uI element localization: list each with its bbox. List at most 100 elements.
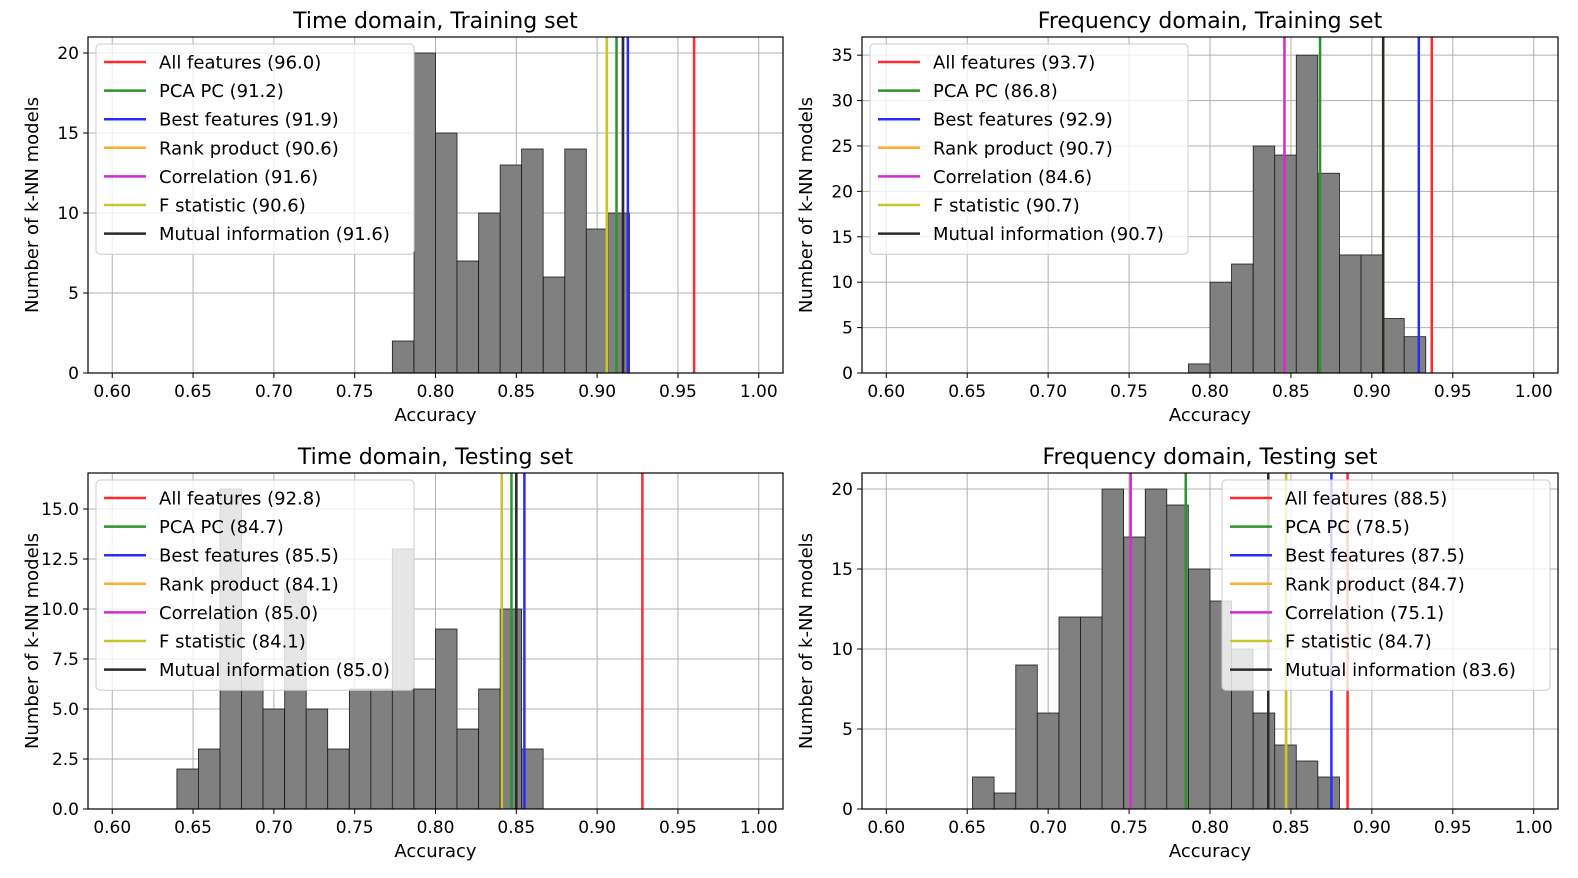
histogram-bar: [262, 708, 285, 810]
legend-label: Best features (91.9): [159, 110, 339, 131]
x-tick-label: 0.60: [867, 818, 905, 838]
x-tick-label: 0.70: [1029, 818, 1067, 838]
histogram-bar: [478, 212, 501, 374]
legend-label: PCA PC (78.5): [1285, 517, 1410, 538]
y-tick-label: 10: [57, 204, 79, 224]
legend-label: Mutual information (85.0): [159, 660, 390, 681]
legend-box: [1221, 479, 1551, 691]
y-axis-label: Number of k-NN models: [796, 97, 817, 313]
histogram-bar: [456, 260, 479, 374]
legend-label: All features (88.5): [1285, 489, 1447, 510]
x-tick-label: 0.95: [1434, 382, 1472, 402]
y-tick-label: 5.0: [52, 700, 79, 720]
histogram-bar: [1188, 363, 1211, 374]
y-tick-label: 2.5: [52, 750, 79, 770]
histogram-bar: [1252, 145, 1276, 374]
histogram-bar: [1360, 254, 1383, 374]
y-tick-label: 10: [831, 273, 853, 293]
x-tick-label: 0.70: [1029, 382, 1067, 402]
x-tick-label: 1.00: [1515, 818, 1553, 838]
legend-label: PCA PC (84.7): [159, 517, 284, 538]
y-tick-label: 5: [68, 284, 79, 304]
histogram-bar: [478, 688, 501, 810]
x-axis-label: Accuracy: [394, 841, 477, 862]
x-tick-label: 0.65: [174, 382, 212, 402]
x-tick-label: 0.90: [1353, 818, 1391, 838]
x-tick-label: 0.85: [497, 382, 535, 402]
histogram-bar: [521, 148, 544, 374]
legend-label: Rank product (84.1): [159, 574, 339, 595]
legend-label: Rank product (84.7): [1285, 574, 1465, 595]
histogram-bar: [1317, 776, 1340, 810]
y-tick-label: 15.0: [41, 500, 79, 520]
histogram-bar: [1382, 318, 1405, 374]
histogram-bar: [1295, 760, 1319, 810]
chart-title: Frequency domain, Testing set: [1043, 445, 1378, 470]
histogram-bar: [435, 628, 458, 810]
histogram-bar: [348, 688, 372, 810]
chart-title: Time domain, Training set: [292, 9, 578, 34]
subplot-2: 0.60 0.65 0.70 0.75 0.80 0.85 0.90 0.95 1.00 0 5 10…: [796, 9, 1559, 426]
histogram-bar: [564, 148, 587, 374]
histogram-bar: [499, 164, 523, 374]
y-tick-label: 10.0: [41, 600, 79, 620]
x-tick-label: 1.00: [1515, 382, 1553, 402]
y-tick-label: 35: [831, 46, 853, 66]
y-tick-label: 15: [831, 228, 853, 248]
x-tick-label: 0.70: [255, 382, 293, 402]
legend-label: All features (93.7): [933, 53, 1095, 74]
histogram-bar: [391, 340, 415, 374]
chart-title: Time domain, Testing set: [297, 445, 574, 470]
y-tick-label: 0: [842, 800, 853, 820]
histogram-bar: [370, 688, 393, 810]
legend-label: PCA PC (86.8): [933, 81, 1058, 102]
x-tick-label: 1.00: [740, 818, 778, 838]
x-tick-label: 0.75: [1110, 382, 1148, 402]
x-tick-label: 0.95: [659, 818, 697, 838]
y-tick-label: 7.5: [52, 650, 79, 670]
legend-box: [95, 43, 415, 255]
legend-label: F statistic (90.7): [933, 196, 1080, 217]
y-tick-label: 20: [831, 480, 853, 500]
x-tick-label: 0.80: [1191, 818, 1229, 838]
legend: All features (93.7) PCA PC (86.8) Best fea…: [869, 43, 1189, 255]
histogram-bar: [1015, 664, 1038, 810]
y-tick-label: 0: [68, 364, 79, 384]
histogram-bar: [542, 276, 566, 374]
legend-label: Correlation (84.6): [933, 167, 1092, 188]
legend: All features (96.0) PCA PC (91.2) Best fea…: [95, 43, 415, 255]
subplot-4: 0.60 0.65 0.70 0.75 0.80 0.85 0.90 0.95 1.00 0 5 10…: [796, 445, 1559, 862]
y-tick-label: 0: [842, 364, 853, 384]
y-axis-label: Number of k-NN models: [22, 533, 43, 749]
histogram-bar: [1080, 616, 1103, 810]
chart-title: Frequency domain, Training set: [1038, 9, 1383, 34]
y-tick-label: 10: [831, 640, 853, 660]
legend-label: Mutual information (91.6): [159, 224, 390, 245]
x-tick-label: 0.80: [417, 818, 455, 838]
legend-label: All features (92.8): [159, 489, 321, 510]
histogram-bar: [607, 212, 630, 374]
x-tick-label: 0.90: [578, 818, 616, 838]
y-tick-label: 0.0: [52, 800, 79, 820]
x-tick-label: 0.85: [1272, 818, 1310, 838]
histogram-bar: [305, 708, 329, 810]
histogram-bar: [1101, 488, 1124, 810]
histogram-bar: [1144, 488, 1168, 810]
histogram-bar: [327, 748, 350, 810]
legend-label: Correlation (75.1): [1285, 603, 1444, 624]
legend-label: Mutual information (83.6): [1285, 660, 1516, 681]
histogram-bar: [1295, 54, 1319, 374]
x-tick-label: 0.95: [1434, 818, 1472, 838]
legend-box: [95, 479, 415, 691]
y-axis-label: Number of k-NN models: [22, 97, 43, 313]
x-tick-label: 0.60: [93, 818, 131, 838]
histogram-bar: [413, 52, 436, 374]
x-tick-label: 0.85: [1272, 382, 1310, 402]
histogram-bar: [993, 792, 1017, 810]
x-tick-label: 0.70: [255, 818, 293, 838]
histogram-bar: [413, 688, 436, 810]
x-tick-label: 0.90: [1353, 382, 1391, 402]
legend-label: Rank product (90.6): [159, 138, 339, 159]
histogram-bar: [1403, 336, 1427, 374]
